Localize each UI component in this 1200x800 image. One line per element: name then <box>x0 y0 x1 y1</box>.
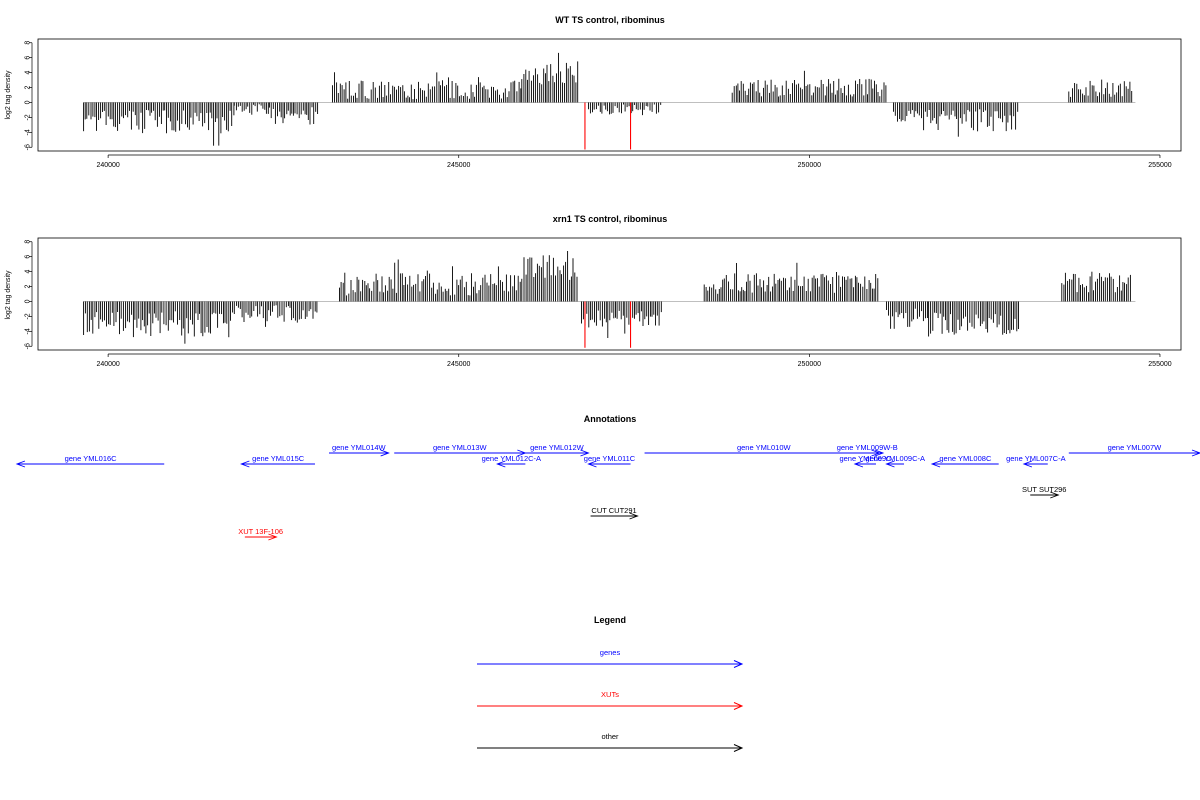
feature-label: gene YML009C-A <box>866 454 925 463</box>
legend-arrowhead <box>733 702 744 710</box>
xrn1-axes: -6 -4 -2 0 2 4 6 8 240000 245000 250000 255000 <box>24 240 1171 368</box>
feature-label: gene YML009C <box>839 454 892 463</box>
feature-arrowhead <box>853 460 864 468</box>
feature-label: gene YML012C-A <box>482 454 541 463</box>
feature-label: gene YML012W <box>530 443 585 452</box>
legend-label: other <box>601 732 619 741</box>
feature-label: gene YML007W <box>1108 443 1163 452</box>
feature-label: gene YML008C <box>939 454 992 463</box>
y-tick-label: 2 <box>24 284 31 288</box>
feature-arrowhead <box>268 533 278 541</box>
wt-axes: -6 -4 -2 0 2 4 6 8 240000 245000 250000 255000 <box>24 41 1171 169</box>
feature-arrowhead <box>629 512 639 520</box>
feature-arrowhead <box>1191 449 1200 457</box>
y-tick-label: -2 <box>24 313 31 319</box>
y-tick-label: 2 <box>24 85 31 89</box>
legend-items: genes XUTs other <box>477 648 744 752</box>
feature-label: gene YML007C-A <box>1006 454 1065 463</box>
xrn1-y-axis-label: log2 tag density <box>5 270 12 320</box>
x-tick-label: 255000 <box>1148 162 1171 169</box>
y-tick-label: 4 <box>24 270 31 274</box>
y-tick-label: -4 <box>24 129 31 135</box>
y-tick-label: 4 <box>24 71 31 75</box>
feature-arrowhead <box>1022 460 1033 468</box>
x-tick-label: 245000 <box>447 162 470 169</box>
xrn1-bars <box>83 251 1136 348</box>
legend-title: Legend <box>594 615 626 625</box>
xrn1-plot-frame <box>37 237 1182 351</box>
feature-arrowhead <box>380 449 390 457</box>
annotations-title: Annotations <box>584 414 637 424</box>
y-tick-label: 6 <box>24 56 31 60</box>
y-tick-label: -4 <box>24 328 31 334</box>
feature-arrowhead <box>885 460 895 468</box>
wt-panel-title: WT TS control, ribominus <box>555 15 665 25</box>
feature-label: gene YML011C <box>584 454 636 463</box>
annotations-panel: Annotations gene YML016C gene YML015Cgene… <box>15 414 1200 541</box>
x-tick-label: 255000 <box>1148 361 1171 368</box>
wt-plot-frame <box>37 38 1182 152</box>
feature-label: XUT 13F-106 <box>238 527 283 536</box>
feature-arrowhead <box>496 460 506 468</box>
feature-arrowhead <box>871 449 881 457</box>
x-tick-label: 250000 <box>798 162 821 169</box>
legend-panel: Legend genes XUTs other <box>477 615 744 752</box>
y-tick-label: 6 <box>24 255 31 259</box>
legend-arrowhead <box>733 744 744 752</box>
feature-arrowhead <box>240 460 250 468</box>
legend-label: XUTs <box>601 690 619 699</box>
legend-label: genes <box>600 648 621 657</box>
feature-arrowhead <box>874 449 885 457</box>
y-tick-label: 8 <box>24 240 31 244</box>
y-tick-label: -2 <box>24 114 31 120</box>
x-tick-label: 245000 <box>447 361 470 368</box>
feature-label: gene YML015C <box>252 454 305 463</box>
feature-label: SUT SUT296 <box>1022 485 1066 494</box>
y-tick-label: 0 <box>24 100 31 104</box>
y-tick-label: -6 <box>24 144 31 150</box>
wt-density-panel: WT TS control, ribominus log2 tag densit… <box>5 15 1182 169</box>
x-tick-label: 240000 <box>96 361 119 368</box>
wt-y-axis-label: log2 tag density <box>5 70 12 120</box>
feature-label: gene YML014W <box>332 443 387 452</box>
y-tick-label: -6 <box>24 343 31 349</box>
feature-label: gene YML016C <box>65 454 118 463</box>
wt-bars <box>83 52 1136 150</box>
x-tick-label: 250000 <box>798 361 821 368</box>
legend-arrowhead <box>733 660 744 668</box>
feature-arrowhead <box>1050 491 1060 499</box>
xrn1-density-panel: xrn1 TS control, ribominus log2 tag dens… <box>5 214 1182 368</box>
feature-label: gene YML009W-B <box>837 443 898 452</box>
annotation-features: gene YML016C gene YML015C gene YML014W gene… <box>15 443 1200 541</box>
feature-label: CUT CUT291 <box>591 506 636 515</box>
feature-arrowhead <box>930 460 941 468</box>
feature-label: gene YML013W <box>433 443 488 452</box>
x-tick-label: 240000 <box>96 162 119 169</box>
feature-arrowhead <box>587 460 597 468</box>
xrn1-panel-title: xrn1 TS control, ribominus <box>553 214 668 224</box>
feature-label: gene YML010W <box>737 443 792 452</box>
y-tick-label: 8 <box>24 41 31 45</box>
feature-arrowhead <box>580 449 590 457</box>
y-tick-label: 0 <box>24 299 31 303</box>
feature-arrowhead <box>15 460 26 468</box>
